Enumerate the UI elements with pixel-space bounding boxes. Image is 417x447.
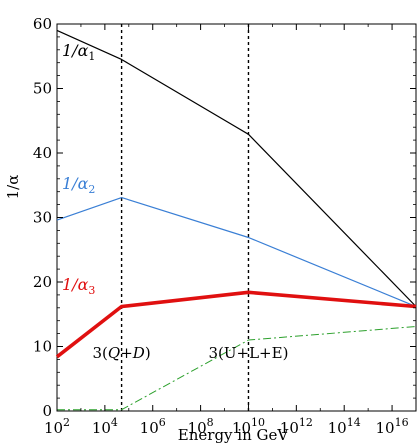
x-tick-label: 1014 <box>328 416 361 437</box>
series-lines <box>55 29 417 411</box>
threshold-lines <box>120 24 250 411</box>
x-tick-label: 104 <box>92 416 118 437</box>
y-tick-label: 0 <box>42 402 52 420</box>
y-tick-label: 50 <box>33 80 52 98</box>
x-tick-label: 102 <box>44 416 70 437</box>
threshold-label: 3(Q+D) <box>93 344 151 362</box>
threshold-label: 3(U+L+E) <box>208 344 288 362</box>
series-line <box>55 290 417 359</box>
x-axis-title: Energy in GeV <box>178 426 290 444</box>
y-tick-label: 10 <box>33 338 52 356</box>
x-tick-label: 1010 <box>232 416 265 437</box>
series-line <box>56 196 417 308</box>
y-tick-label: 60 <box>33 15 52 33</box>
y-axis-title: 1/α <box>4 175 22 200</box>
x-tick-label: 1016 <box>376 416 409 437</box>
series-line <box>57 326 417 411</box>
x-tick-label: 106 <box>140 416 166 437</box>
axis-ticks: 0 10 20 30 40 50 60 102 104 106 108 1010 1012 1014 101… <box>33 15 417 437</box>
labels: 3(Q+D) 3(U+L+E) 1/α1 1/α2 1/α3 <box>62 41 288 362</box>
x-tick-label: 108 <box>188 416 214 437</box>
y-tick-label: 40 <box>33 144 52 162</box>
series-label: 1/α1 <box>62 41 95 63</box>
series-label: 1/α3 <box>62 275 95 297</box>
x-tick-label: 1012 <box>280 416 313 437</box>
series-line <box>56 29 417 307</box>
y-tick-label: 30 <box>33 209 52 227</box>
series-label: 1/α2 <box>62 174 95 196</box>
y-tick-label: 20 <box>33 273 52 291</box>
